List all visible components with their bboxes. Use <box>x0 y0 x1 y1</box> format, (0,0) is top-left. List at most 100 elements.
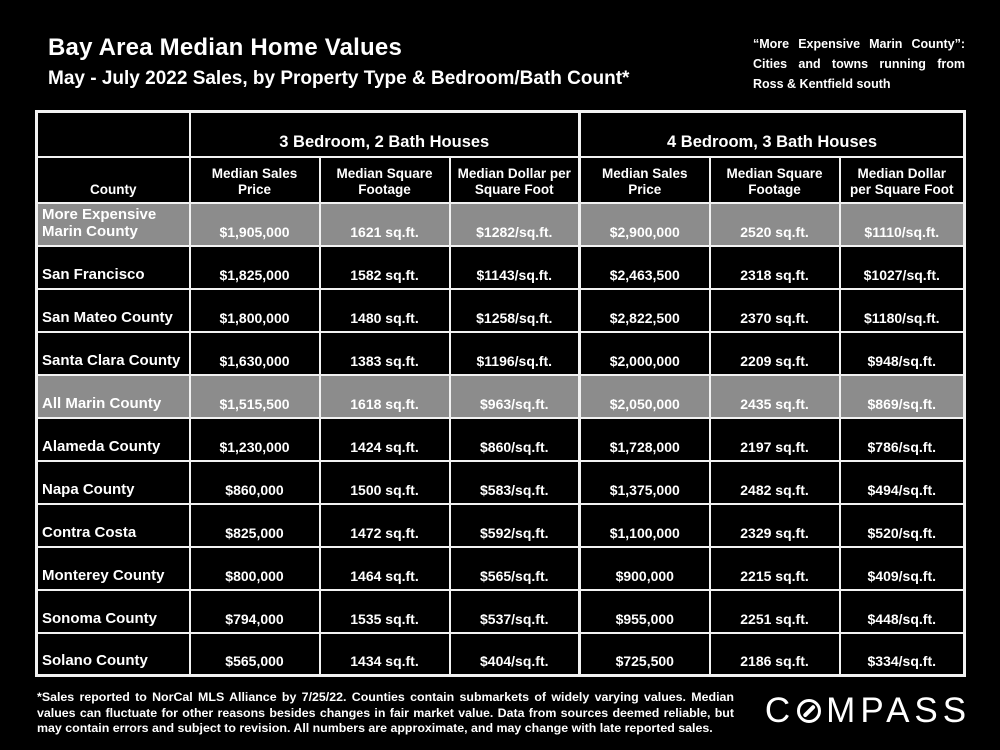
table-row: More Expensive Marin County $1,905,000 1… <box>35 201 966 247</box>
side-note-line: “More Expensive Marin County”: <box>753 37 965 51</box>
county-cell: Monterey County <box>35 545 191 591</box>
value-cell: $404/sq.ft. <box>448 631 581 677</box>
value-cell: 1424 sq.ft. <box>318 416 451 462</box>
value-cell: 1434 sq.ft. <box>318 631 451 677</box>
value-cell: $1143/sq.ft. <box>448 244 581 290</box>
value-cell: 2329 sq.ft. <box>708 502 841 548</box>
value-cell: $869/sq.ft. <box>838 373 966 419</box>
value-cell: $409/sq.ft. <box>838 545 966 591</box>
value-cell: $1027/sq.ft. <box>838 244 966 290</box>
value-cell: $963/sq.ft. <box>448 373 581 419</box>
value-cell: $494/sq.ft. <box>838 459 966 505</box>
value-cell: $955,000 <box>578 588 711 634</box>
page-subtitle: May - July 2022 Sales, by Property Type … <box>48 68 630 89</box>
value-cell: $1,515,500 <box>188 373 321 419</box>
value-cell: $1,728,000 <box>578 416 711 462</box>
value-cell: 2251 sq.ft. <box>708 588 841 634</box>
county-cell: Alameda County <box>35 416 191 462</box>
table-row: Monterey County $800,000 1464 sq.ft. $56… <box>35 545 966 591</box>
value-cell: 1582 sq.ft. <box>318 244 451 290</box>
table-row: San Francisco $1,825,000 1582 sq.ft. $11… <box>35 244 966 290</box>
value-cell: $1,100,000 <box>578 502 711 548</box>
value-cell: $520/sq.ft. <box>838 502 966 548</box>
value-cell: 2318 sq.ft. <box>708 244 841 290</box>
value-cell: $900,000 <box>578 545 711 591</box>
compass-needle-o-icon <box>797 699 822 723</box>
group-header-3bed-2bath: 3 Bedroom, 2 Bath Houses <box>188 110 581 158</box>
value-cell: $1196/sq.ft. <box>448 330 581 376</box>
county-cell: Santa Clara County <box>35 330 191 376</box>
value-cell: $1,905,000 <box>188 201 321 247</box>
value-cell: 1535 sq.ft. <box>318 588 451 634</box>
county-cell: Sonoma County <box>35 588 191 634</box>
value-cell: $565,000 <box>188 631 321 677</box>
value-cell: $1,825,000 <box>188 244 321 290</box>
value-cell: 1500 sq.ft. <box>318 459 451 505</box>
corner-cell <box>35 110 191 158</box>
footnote: *Sales reported to NorCal MLS Alliance b… <box>37 690 734 736</box>
value-cell: $2,822,500 <box>578 287 711 333</box>
value-cell: $1282/sq.ft. <box>448 201 581 247</box>
col-header-median-square-footage: Median Square Footage <box>708 155 841 204</box>
value-cell: $1258/sq.ft. <box>448 287 581 333</box>
value-cell: $860/sq.ft. <box>448 416 581 462</box>
side-note-line: Cities and towns running from <box>753 57 965 71</box>
table-body: More Expensive Marin County $1,905,000 1… <box>35 201 966 677</box>
table-row: Contra Costa $825,000 1472 sq.ft. $592/s… <box>35 502 966 548</box>
value-cell: 2215 sq.ft. <box>708 545 841 591</box>
value-cell: 2435 sq.ft. <box>708 373 841 419</box>
table-row: Alameda County $1,230,000 1424 sq.ft. $8… <box>35 416 966 462</box>
table-row: Solano County $565,000 1434 sq.ft. $404/… <box>35 631 966 677</box>
value-cell: $448/sq.ft. <box>838 588 966 634</box>
county-cell: Napa County <box>35 459 191 505</box>
table-row: Napa County $860,000 1500 sq.ft. $583/sq… <box>35 459 966 505</box>
value-cell: $800,000 <box>188 545 321 591</box>
value-cell: $1,230,000 <box>188 416 321 462</box>
value-cell: 2186 sq.ft. <box>708 631 841 677</box>
value-cell: $1,630,000 <box>188 330 321 376</box>
value-cell: 2209 sq.ft. <box>708 330 841 376</box>
col-header-median-square-footage: Median Square Footage <box>318 155 451 204</box>
value-cell: $583/sq.ft. <box>448 459 581 505</box>
col-header-median-sales-price: Median Sales Price <box>188 155 321 204</box>
value-cell: 1472 sq.ft. <box>318 502 451 548</box>
value-cell: $825,000 <box>188 502 321 548</box>
value-cell: $948/sq.ft. <box>838 330 966 376</box>
value-cell: 1621 sq.ft. <box>318 201 451 247</box>
value-cell: $334/sq.ft. <box>838 631 966 677</box>
value-cell: 1383 sq.ft. <box>318 330 451 376</box>
county-cell: Contra Costa <box>35 502 191 548</box>
col-header-median-dollar-per-sqft: Median Dollar per Square Foot <box>838 155 966 204</box>
group-header-4bed-3bath: 4 Bedroom, 3 Bath Houses <box>578 110 966 158</box>
county-cell: San Francisco <box>35 244 191 290</box>
median-values-table: 3 Bedroom, 2 Bath Houses 4 Bedroom, 3 Ba… <box>35 110 967 677</box>
value-cell: $1180/sq.ft. <box>838 287 966 333</box>
value-cell: $1,800,000 <box>188 287 321 333</box>
page-title: Bay Area Median Home Values <box>48 34 402 61</box>
county-cell: All Marin County <box>35 373 191 419</box>
table-row: Santa Clara County $1,630,000 1383 sq.ft… <box>35 330 966 376</box>
title-block: Bay Area Median Home Values May - July 2… <box>48 34 629 90</box>
value-cell: $2,050,000 <box>578 373 711 419</box>
value-cell: $1110/sq.ft. <box>838 201 966 247</box>
value-cell: $794,000 <box>188 588 321 634</box>
value-cell: 2197 sq.ft. <box>708 416 841 462</box>
table-row: All Marin County $1,515,500 1618 sq.ft. … <box>35 373 966 419</box>
table-row: San Mateo County $1,800,000 1480 sq.ft. … <box>35 287 966 333</box>
side-note-line: Ross & Kentfield south <box>753 77 891 91</box>
county-cell: More Expensive Marin County <box>35 201 191 247</box>
value-cell: $786/sq.ft. <box>838 416 966 462</box>
compass-logo: C MPASS <box>746 688 990 734</box>
county-column-header: County <box>35 155 191 204</box>
logo-text-prefix: C <box>764 691 796 730</box>
value-cell: 2482 sq.ft. <box>708 459 841 505</box>
value-cell: $1,375,000 <box>578 459 711 505</box>
value-cell: 1464 sq.ft. <box>318 545 451 591</box>
value-cell: $537/sq.ft. <box>448 588 581 634</box>
value-cell: 2370 sq.ft. <box>708 287 841 333</box>
value-cell: $725,500 <box>578 631 711 677</box>
value-cell: $2,463,500 <box>578 244 711 290</box>
table-row: Sonoma County $794,000 1535 sq.ft. $537/… <box>35 588 966 634</box>
value-cell: $592/sq.ft. <box>448 502 581 548</box>
